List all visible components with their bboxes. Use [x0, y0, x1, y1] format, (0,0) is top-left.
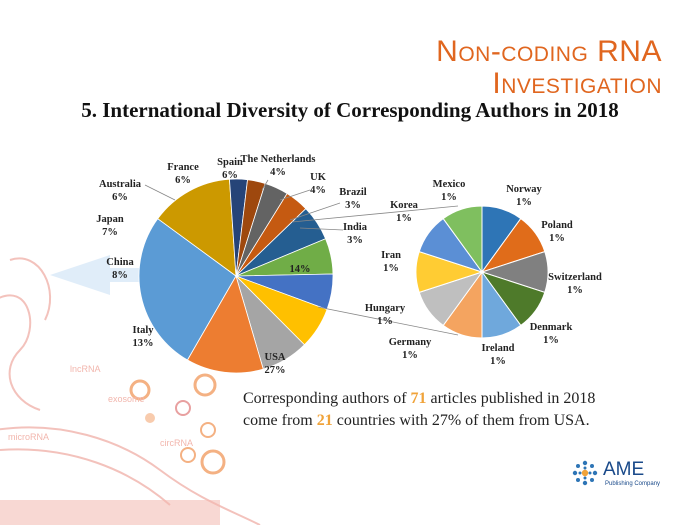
- summary-text: Corresponding authors of 71 articles pub…: [243, 388, 595, 432]
- slice-value-label: 8%: [112, 270, 128, 281]
- slice-name-label: India: [343, 222, 368, 233]
- logo-name: AME: [603, 459, 645, 480]
- slice-value-label: 1%: [516, 197, 532, 208]
- leader-line: [261, 179, 269, 191]
- pie-slice: [138, 218, 237, 361]
- leader-line: [144, 184, 176, 201]
- decor-label: lncRNA: [70, 364, 101, 374]
- slice-value-label: 7%: [102, 227, 118, 238]
- exosome-bubbles: [129, 373, 226, 475]
- slice-name-label: The Netherlands: [241, 154, 316, 165]
- decor-label: microRNA: [8, 432, 49, 442]
- main-pie: [138, 178, 334, 374]
- slice-name-label: Spain: [217, 157, 243, 168]
- slice-name-label: Norway: [506, 184, 542, 195]
- pie-slice: [186, 274, 264, 374]
- slice-name-label: Germany: [389, 337, 432, 348]
- summary-text-part: countries with 27% of them from USA.: [332, 412, 590, 429]
- summary-line-2: come from 21 countries with 27% of them …: [243, 410, 595, 432]
- slice-value-label: 1%: [543, 335, 559, 346]
- slice-name-label: Switzerland: [548, 272, 602, 283]
- slice-value-label: 1%: [402, 350, 418, 361]
- slice-name-label: UK: [310, 172, 327, 183]
- slice-name-label: USA: [264, 352, 285, 363]
- ame-logo: AME Publishing Company: [569, 457, 660, 494]
- slice-value-label: 1%: [441, 192, 457, 203]
- leader-line: [289, 202, 341, 221]
- slice-name-label: Korea: [390, 200, 419, 211]
- slice-value-label: 3%: [345, 200, 361, 211]
- slice-name-label: Hungary: [365, 303, 406, 314]
- slice-value-label: 4%: [270, 167, 286, 178]
- slice-value-label: 6%: [112, 192, 128, 203]
- ame-logo-icon: [572, 460, 598, 486]
- membrane-decoration: [0, 500, 220, 525]
- slice-name-label: Australia: [99, 179, 142, 190]
- slice-value-label: 6%: [175, 175, 191, 186]
- summary-text-part: Corresponding authors of: [243, 390, 411, 407]
- slice-value-label: 6%: [222, 170, 238, 181]
- decor-label: circRNA: [160, 438, 193, 448]
- brand-line-1: Non-coding RNA: [436, 35, 662, 68]
- slice-name-label: France: [167, 162, 199, 173]
- countries-count: 21: [316, 412, 333, 429]
- journal-brand: Non-coding RNA Investigation: [436, 36, 662, 99]
- slice-name-label: Brazil: [339, 187, 366, 198]
- slice-name-label: Mexico: [433, 179, 466, 190]
- dna-swirl-decoration: [0, 257, 261, 525]
- leader-line: [299, 227, 344, 231]
- slice-value-label: 3%: [347, 235, 363, 246]
- slice-value-label: 13%: [133, 338, 154, 349]
- slice-value-label: 14%: [290, 264, 311, 275]
- summary-text-part: articles published in 2018: [426, 390, 596, 407]
- slice-name-label: Italy: [133, 325, 155, 336]
- slice-value-label: 1%: [567, 285, 583, 296]
- slice-name-label: Iran: [381, 250, 401, 261]
- slice-name-label: Japan: [96, 214, 124, 225]
- slice-value-label: 1%: [377, 316, 393, 327]
- brand-line-2: Investigation: [492, 66, 662, 100]
- leader-line: [279, 189, 311, 201]
- pie-slice: [442, 205, 483, 274]
- slice-name-label: Ireland: [481, 343, 514, 354]
- decor-label: exosome: [108, 394, 145, 404]
- slice-value-label: 4%: [310, 185, 326, 196]
- slice-value-label: 1%: [396, 213, 412, 224]
- logo-tagline: Publishing Company: [605, 481, 661, 487]
- slide-title: 5. International Diversity of Correspond…: [81, 98, 619, 122]
- secondary-pie: [415, 205, 549, 339]
- slice-value-label: 1%: [549, 233, 565, 244]
- slice-value-label: 1%: [490, 356, 506, 367]
- slice-name-label: Denmark: [530, 322, 573, 333]
- pie-connector-line: [317, 306, 459, 336]
- slice-name-label: Poland: [541, 220, 573, 231]
- slice-value-label: 1%: [383, 263, 399, 274]
- slice-name-label: China: [106, 257, 134, 268]
- pie-connector-line: [291, 205, 459, 223]
- arrow-decoration: [50, 255, 170, 295]
- articles-count: 71: [410, 390, 427, 407]
- slice-value-label: 27%: [265, 365, 286, 376]
- pie-slice: [157, 178, 237, 277]
- summary-line-1: Corresponding authors of 71 articles pub…: [243, 388, 595, 410]
- summary-text-part: come from: [243, 412, 317, 429]
